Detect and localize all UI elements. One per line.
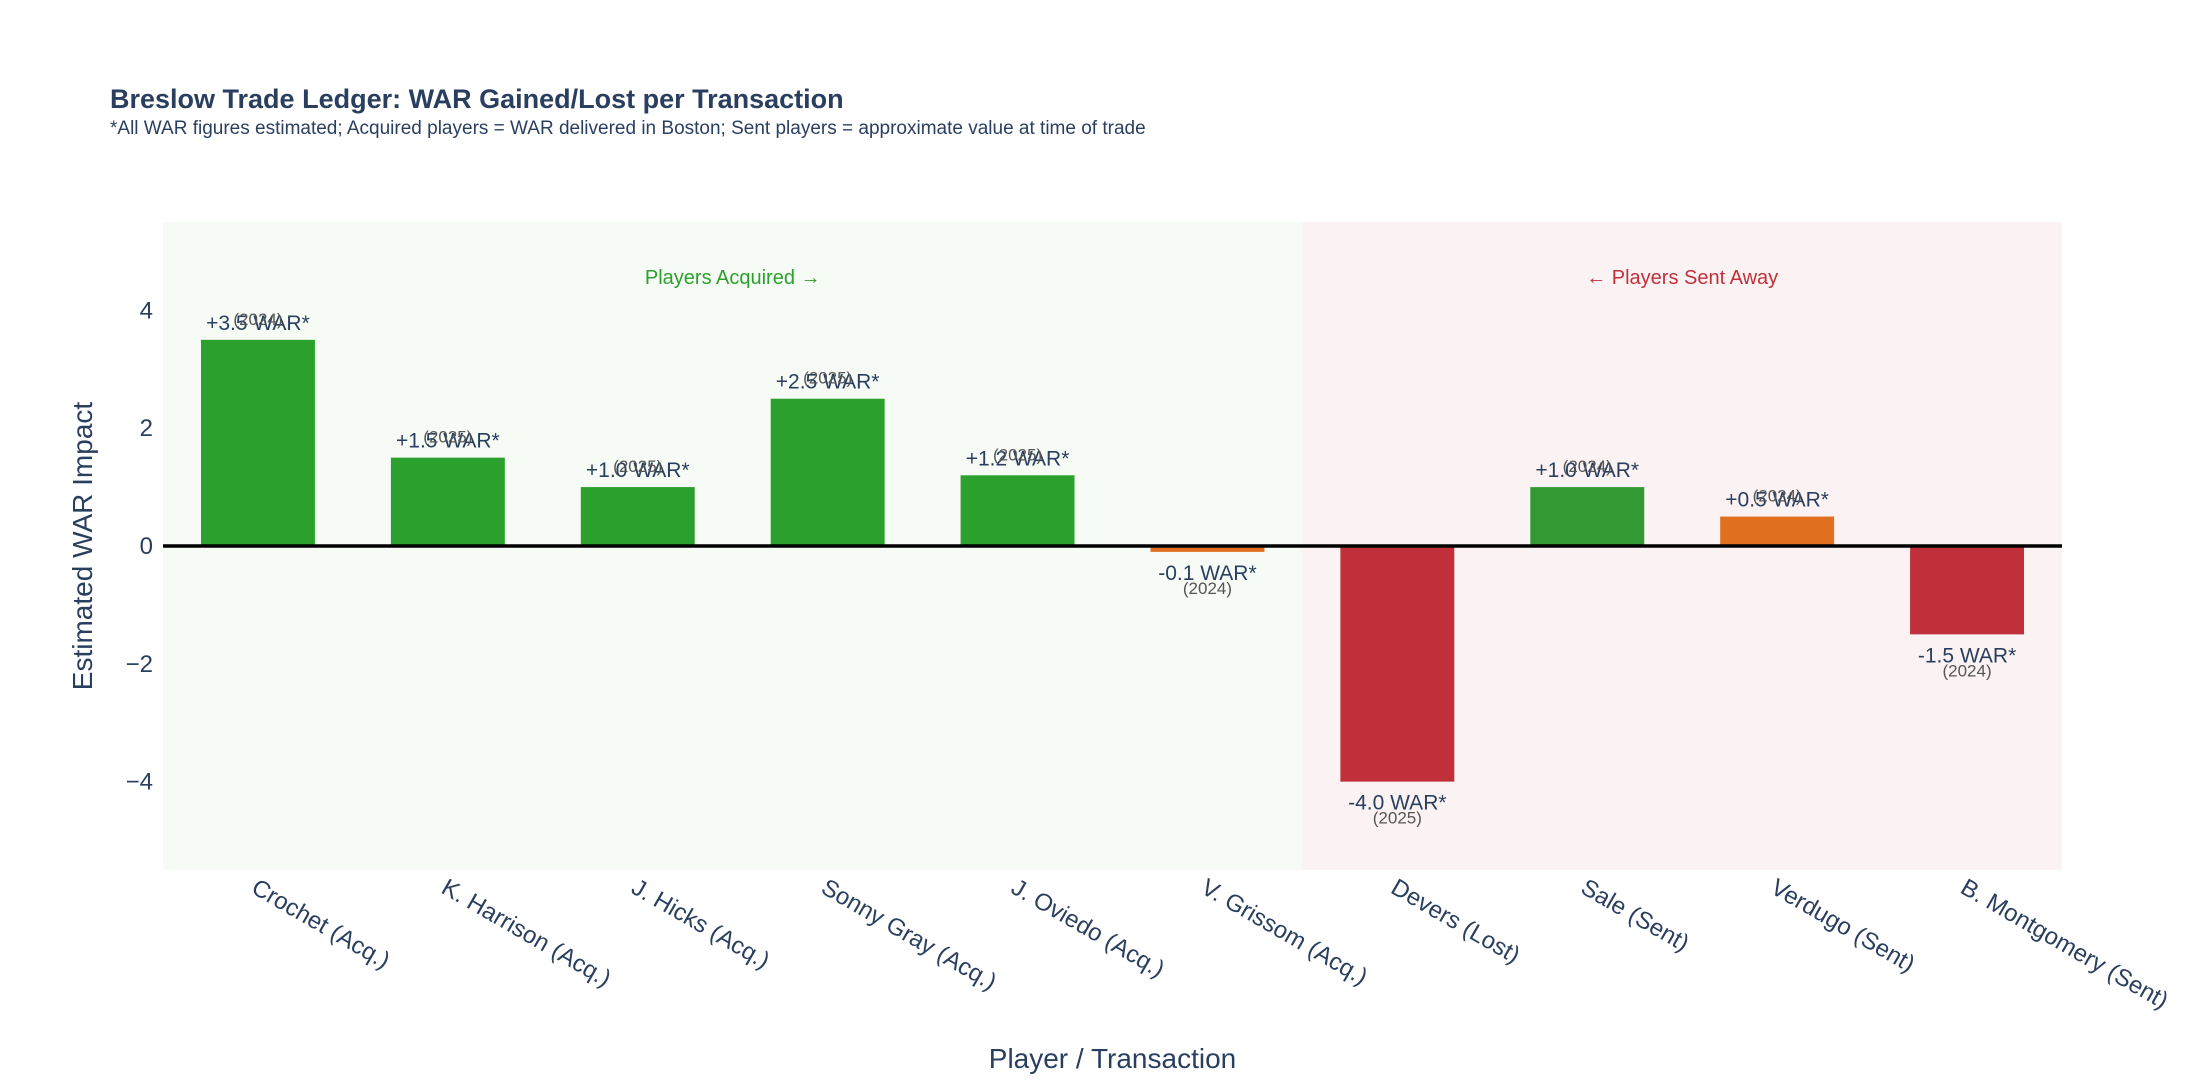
x-axis-title: Player / Transaction [989,1043,1236,1074]
year-label-8: (2024) [1753,487,1802,506]
y-axis: 4 2 0 −2 −4 [126,297,153,795]
year-label-4: (2025) [993,445,1042,464]
year-label-3: (2025) [803,369,852,388]
x-tick-label-2: J. Hicks (Acq.) [627,874,774,975]
value-label-9: -1.5 WAR* [1918,644,2016,667]
bars [200,339,2025,782]
y-tick-label-2: 0 [140,533,153,560]
x-axis: Crochet (Acq.) K. Harrison (Acq.) J. Hicks… [247,874,2173,1015]
year-label-7: (2024) [1563,457,1612,476]
value-label-2: +1.0 WAR* [586,459,690,482]
chart-title: Breslow Trade Ledger: WAR Gained/Lost pe… [110,84,844,114]
year-label-1: (2025) [423,428,472,447]
year-label-5: (2024) [1183,579,1232,598]
value-label-6: -4.0 WAR* [1348,792,1446,815]
year-label-0: (2024) [233,310,282,329]
region-label-1: ← Players Sent Away [1586,267,1778,289]
bar-4 [960,475,1075,546]
x-tick-label-7: Sale (Sent) [1576,874,1693,957]
x-tick-label-6: Devers (Lost) [1386,874,1524,969]
value-label-8: +0.5 WAR* [1725,489,1829,512]
year-label-6: (2025) [1373,809,1422,828]
y-tick-label-1: 2 [140,415,153,442]
y-tick-label-3: −2 [126,651,153,678]
y-axis-title: Estimated WAR Impact [67,402,98,691]
value-label-1: +1.5 WAR* [396,430,500,453]
value-label-4: +1.2 WAR* [966,447,1070,470]
value-label-3: +2.5 WAR* [776,371,880,394]
bar-2 [580,487,695,546]
value-label-7: +1.0 WAR* [1535,459,1639,482]
y-tick-label-0: 4 [140,297,153,324]
bar-0 [200,339,315,546]
x-tick-label-5: V. Grissom (Acq.) [1196,874,1372,991]
value-label-5: -0.1 WAR* [1158,562,1256,585]
bar-6 [1340,546,1455,782]
chart-subtitle: *All WAR figures estimated; Acquired pla… [110,118,1146,139]
region-label-0: Players Acquired → [645,267,821,289]
bar-7 [1530,487,1645,546]
bar-labels: Players Acquired → ← Players Sent Away +3.… [206,267,2016,828]
value-label-0: +3.5 WAR* [206,312,310,335]
x-tick-label-0: Crochet (Acq.) [247,874,394,975]
bar-8 [1720,516,1835,546]
y-tick-label-4: −4 [126,769,153,796]
bar-5 [1150,546,1265,552]
bar-3 [770,398,885,546]
bar-1 [390,457,505,546]
x-tick-label-8: Verdugo (Sent) [1766,874,1919,978]
bar-9 [1910,546,2025,635]
year-label-2: (2025) [613,457,662,476]
x-tick-label-4: J. Oviedo (Acq.) [1007,874,1170,983]
x-tick-label-1: K. Harrison (Acq.) [437,874,616,993]
year-label-9: (2024) [1942,661,1991,680]
x-tick-label-3: Sonny Gray (Acq.) [817,874,1001,996]
x-tick-label-9: B. Montgomery (Sent) [1956,874,2173,1015]
